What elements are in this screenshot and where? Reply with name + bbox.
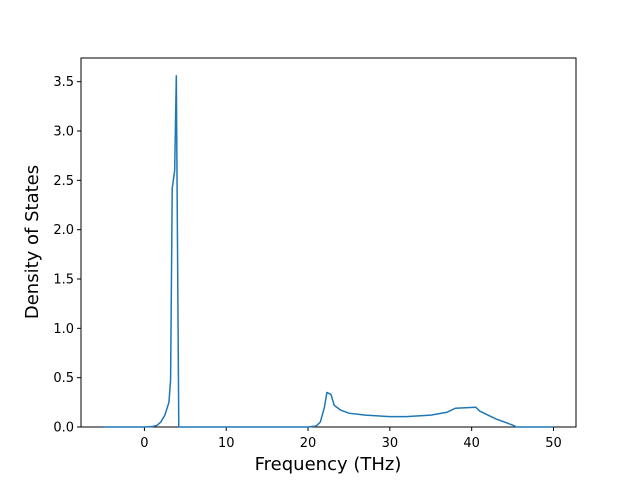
y-tick-label: 2.0 — [53, 223, 74, 238]
y-tick-label: 0.0 — [53, 421, 74, 436]
x-tick-label: 50 — [545, 436, 562, 451]
y-tick-label: 3.0 — [53, 125, 74, 140]
x-tick-label: 30 — [382, 436, 399, 451]
y-tick-label: 3.5 — [53, 75, 74, 90]
y-axis-title: Density of States — [22, 165, 43, 319]
x-axis-title: Frequency (THz) — [255, 454, 402, 475]
x-tick-label: 20 — [300, 436, 317, 451]
y-tick-label: 1.0 — [53, 322, 74, 337]
plot-frame — [80, 57, 577, 428]
y-tick-label: 1.5 — [53, 273, 74, 288]
y-tick-label: 0.5 — [53, 371, 74, 386]
y-tick-label: 2.5 — [53, 174, 74, 189]
x-tick-label: 40 — [463, 436, 480, 451]
line-series — [103, 75, 554, 428]
x-tick-label: 10 — [218, 436, 235, 451]
x-tick-label: 0 — [140, 436, 148, 451]
